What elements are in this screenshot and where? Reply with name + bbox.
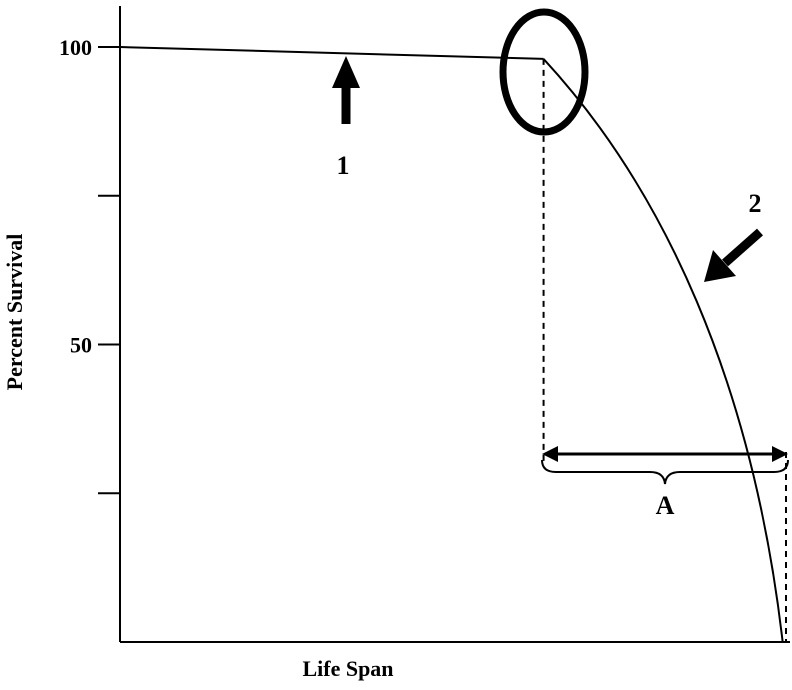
marker-1-label: 1 (337, 151, 350, 180)
y-ticks: 100 50 (59, 35, 120, 495)
axes (119, 6, 790, 643)
arrow-2-shaft (722, 228, 763, 267)
annotations: 1 2 A (332, 8, 789, 642)
marker-2-label: 2 (749, 189, 762, 218)
survival-decline-curve (542, 58, 784, 643)
x-axis-label: Life Span (302, 656, 393, 681)
breakpoint-circle (499, 8, 589, 136)
y-axis-label: Percent Survival (2, 234, 27, 391)
y-tick-label: 50 (70, 333, 92, 358)
range-arrow-right-head (772, 446, 788, 462)
arrow-2-head (704, 250, 736, 282)
survival-curve-group (119, 46, 784, 643)
arrow-1-head (332, 56, 360, 88)
range-brace (541, 459, 789, 485)
range-arrow-left-head (542, 446, 558, 462)
survival-plateau-line (119, 46, 544, 60)
range-label-a: A (656, 491, 675, 520)
y-tick-label: 100 (59, 35, 92, 60)
